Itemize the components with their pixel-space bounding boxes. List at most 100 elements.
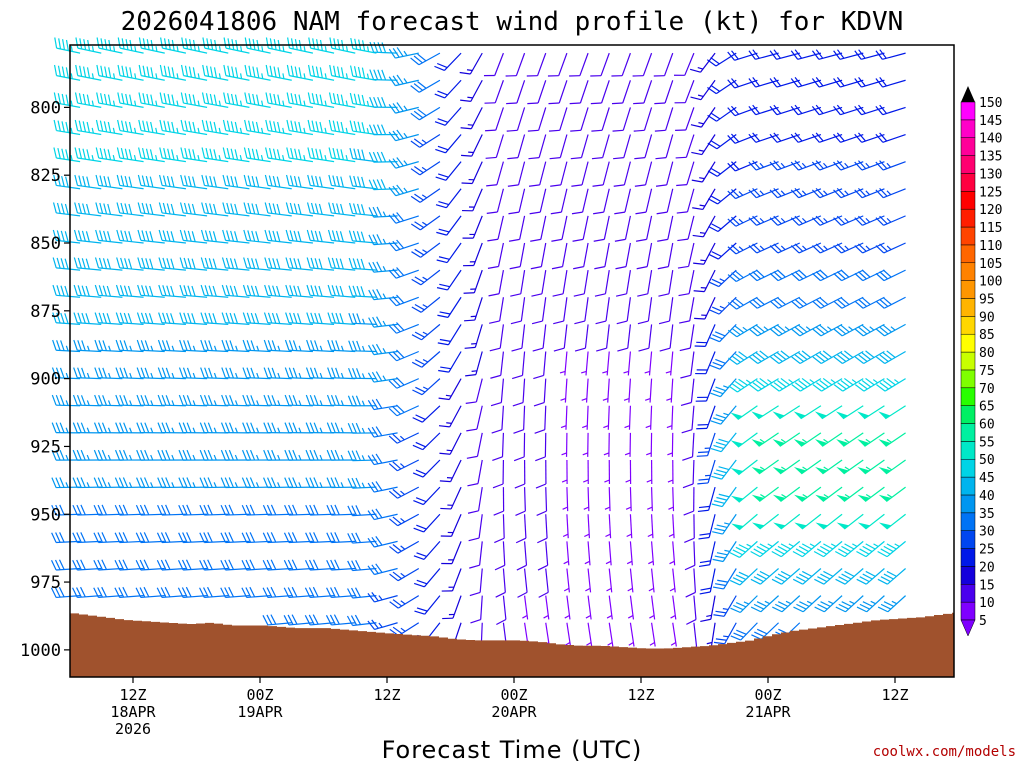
wind-barb [483, 52, 504, 77]
wind-barb [177, 586, 208, 599]
wind-barb [349, 65, 377, 81]
wind-barb [465, 351, 483, 377]
wind-barb [221, 312, 250, 325]
wind-barb [464, 297, 483, 322]
wind-barb [727, 296, 758, 310]
wind-barb [137, 284, 165, 298]
wind-barb [585, 595, 592, 620]
wind-barb [875, 49, 906, 60]
wind-barb [367, 563, 398, 576]
wind-barb [305, 394, 335, 407]
wind-barb [712, 541, 737, 563]
wind-barb [505, 52, 526, 77]
wind-barb [854, 323, 885, 337]
wind-barb [749, 377, 779, 392]
wind-barb [812, 269, 843, 282]
wind-barb [241, 449, 271, 461]
wind-barb [748, 323, 779, 337]
wind-barb [307, 64, 335, 81]
colorbar-label: 110 [979, 239, 1002, 254]
wind-barb [158, 229, 186, 244]
wind-barb [116, 229, 144, 244]
wind-barb [811, 77, 843, 88]
wind-barb [877, 568, 906, 585]
wind-barb [263, 312, 292, 325]
wind-barb [241, 532, 271, 544]
wind-barb [72, 532, 102, 544]
wind-barb [388, 459, 420, 472]
wind-barb [791, 323, 822, 337]
wind-barb [263, 367, 292, 380]
wind-barb [181, 37, 208, 54]
wind-barb [283, 532, 313, 544]
wind-barb [93, 532, 123, 544]
wind-barb [594, 270, 610, 297]
wind-barb [585, 568, 592, 593]
wind-barb [878, 486, 906, 502]
wind-barb [347, 395, 377, 407]
wind-barb [410, 106, 441, 121]
wind-barb [494, 541, 506, 571]
wind-barb [615, 270, 632, 297]
wind-barb [689, 52, 716, 73]
wind-barb [657, 215, 674, 242]
wind-barb [537, 541, 549, 571]
wind-barb [854, 296, 885, 309]
wind-barb [469, 541, 483, 569]
wind-barb [595, 297, 610, 325]
wind-barb [727, 133, 758, 144]
wind-barb [388, 102, 419, 114]
wind-barb [93, 477, 123, 489]
wind-barb [854, 377, 885, 392]
colorbar-label: 125 [979, 185, 1002, 200]
wind-barb [265, 92, 292, 108]
wind-barb [815, 486, 843, 502]
wind-barb [465, 378, 483, 404]
wind-barb [854, 350, 885, 365]
wind-barb [700, 595, 716, 623]
wind-barb [857, 513, 885, 530]
wind-barb [835, 568, 864, 585]
wind-barb [875, 323, 906, 337]
wind-barb [573, 270, 589, 297]
wind-barb [751, 513, 779, 530]
wind-barb [73, 257, 102, 271]
wind-barb [591, 134, 610, 160]
wind-barb [709, 296, 737, 315]
wind-barb [51, 422, 81, 434]
wind-barb [51, 532, 81, 544]
wind-barb [138, 147, 165, 163]
colorbar-label: 20 [979, 560, 995, 575]
wind-barb [553, 324, 568, 352]
wind-barb [574, 297, 589, 325]
wind-barb [697, 486, 716, 513]
wind-barb [612, 107, 631, 132]
wind-barb [769, 160, 800, 171]
wind-barb [583, 459, 589, 485]
wind-barb [244, 92, 271, 108]
wind-barb [369, 96, 398, 108]
wind-barb [676, 188, 695, 214]
wind-barb [264, 174, 292, 190]
colorbar-cell [960, 333, 976, 353]
wind-barb [877, 595, 906, 613]
wind-barb [668, 514, 675, 539]
wind-barb [814, 595, 843, 613]
wind-barb [349, 147, 377, 163]
wind-barb [680, 351, 695, 379]
x-tick-label: 00Z [500, 686, 527, 704]
wind-barb [646, 432, 653, 457]
wind-barb [528, 161, 547, 187]
wind-barb [854, 77, 885, 88]
wind-barb [624, 432, 632, 457]
wind-barb [180, 64, 208, 81]
wind-barb [305, 449, 335, 461]
wind-barb [284, 449, 313, 461]
wind-barb [262, 504, 292, 516]
wind-barb [538, 568, 549, 598]
wind-barb [158, 312, 186, 325]
colorbar-cell [960, 101, 976, 121]
x-tick-label: 00Z [246, 686, 273, 704]
wind-barb [94, 284, 123, 298]
wind-barb [875, 296, 906, 309]
